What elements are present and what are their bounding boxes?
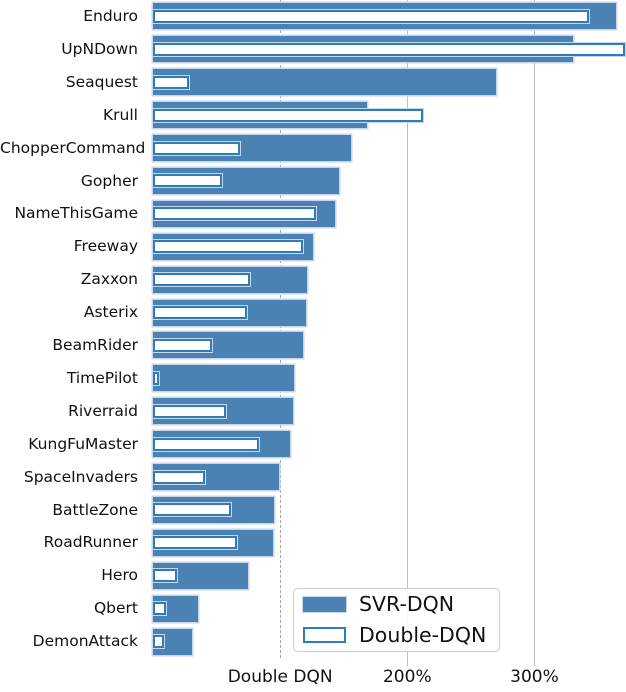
category-label: NameThisGame [14,204,138,223]
category-label: Asterix [83,303,138,322]
x-tick-300 [533,658,536,666]
bar-double-dqn-zaxxon [153,273,250,287]
bar-svr-dqn-timepilot [153,365,295,392]
bar-double-dqn-freeway [153,240,303,254]
category-label: UpNDown [61,39,138,58]
legend-swatch-outline-icon [303,627,346,644]
category-label: Hero [101,566,138,585]
plot-area [153,0,626,658]
bar-double-dqn-timepilot [153,371,159,385]
category-label: KungFuMaster [28,434,138,453]
x-tick-200 [406,658,408,666]
category-label: Krull [103,105,138,124]
x-axis-label: Double DQN [227,667,333,687]
category-label: Enduro [83,7,138,25]
bar-double-dqn-riverraid [153,404,226,418]
category-label: BeamRider [52,336,138,354]
bar-double-dqn-upndown [153,42,625,56]
bar-double-dqn-asterix [153,306,248,320]
bar-double-dqn-gopher [153,174,222,188]
legend-label-svr-dqn: SVR-DQN [359,591,455,616]
bar-double-dqn-kungfumaster [153,437,259,451]
category-label: SpaceInvaders [23,467,138,486]
legend-entry-svr-dqn: SVR-DQN [303,591,489,617]
legend: SVR-DQN Double-DQN [293,588,500,652]
category-label: RoadRunner [43,533,138,552]
bar-double-dqn-krull [153,108,423,122]
bar-svr-dqn-seaquest [153,69,497,96]
bar-double-dqn-qbert [153,602,166,616]
category-label: Seaquest [65,72,138,91]
category-label: Riverraid [68,401,138,420]
gridline-200 [406,0,408,658]
bar-double-dqn-spaceinvaders [153,470,206,484]
bar-double-dqn-battlezone [153,503,231,517]
bar-double-dqn-enduro [153,9,590,23]
bar-double-dqn-namethisgame [153,207,316,221]
bar-double-dqn-roadrunner [153,536,237,550]
legend-entry-double-dqn: Double-DQN [303,622,489,648]
legend-swatch-solid-icon [303,597,346,613]
bar-double-dqn-beamrider [153,338,212,352]
category-label: Freeway [73,237,138,256]
category-label: Qbert [93,599,138,618]
category-label: DemonAttack [32,632,138,651]
category-label: Gopher [80,171,138,190]
legend-label-double-dqn: Double-DQN [359,622,487,647]
category-label: TimePilot [66,368,138,387]
category-label: BattleZone [52,500,138,519]
x-tick-label-200: 200% [382,667,432,687]
bar-double-dqn-choppercommand [153,141,240,155]
bar-double-dqn-hero [153,569,178,583]
category-label: Zaxxon [80,270,138,289]
bar-double-dqn-demonattack [153,635,165,649]
gridline-300 [533,0,536,658]
dashed-reference-line [280,0,282,658]
category-label: ChopperCommand [0,138,146,157]
bar-double-dqn-seaquest [153,75,189,89]
x-tick-label-300: 300% [510,667,559,687]
category-labels: Enduro UpNDown Seaquest Krull ChopperCommand… [0,0,146,658]
